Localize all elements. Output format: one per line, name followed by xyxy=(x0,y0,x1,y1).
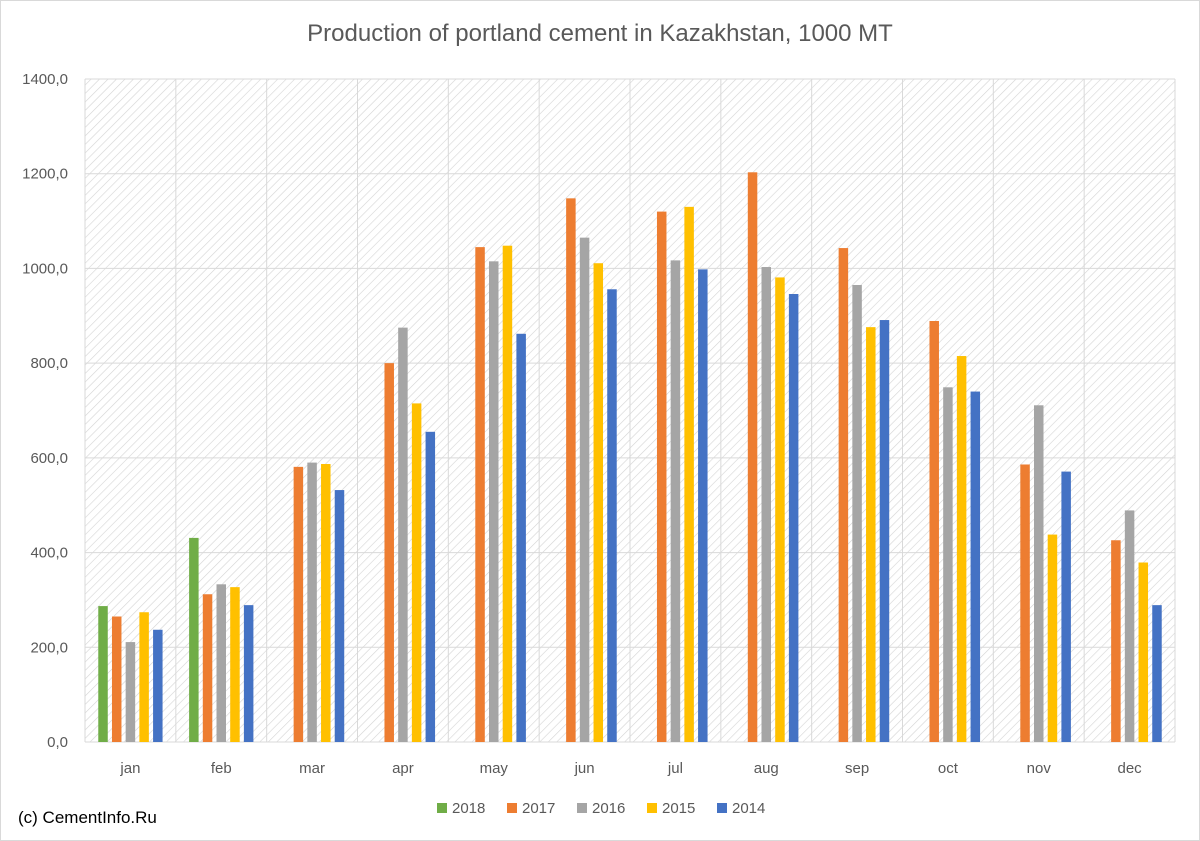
y-tick-label: 600,0 xyxy=(30,450,68,467)
bar-2017-apr xyxy=(384,363,394,742)
legend-label: 2015 xyxy=(662,800,695,817)
bar-2017-dec xyxy=(1111,540,1121,742)
x-tick-label: nov xyxy=(1027,760,1052,777)
x-tick-label: oct xyxy=(938,760,959,777)
bar-2017-aug xyxy=(747,172,758,742)
y-tick-label: 1000,0 xyxy=(22,260,68,277)
bar-2015-apr xyxy=(411,403,422,742)
bar-2016-jun xyxy=(579,237,590,742)
bar-2016-dec xyxy=(1124,510,1135,742)
x-tick-label: sep xyxy=(845,760,869,777)
bar-2017-may xyxy=(475,247,485,742)
legend-swatch-2015 xyxy=(647,803,657,813)
bar-2014-dec xyxy=(1152,605,1162,742)
bar-2014-sep xyxy=(879,320,890,742)
bar-2018-jan xyxy=(98,606,108,742)
bar-2015-nov xyxy=(1047,534,1058,742)
y-axis-ticks: 0,0 200,0 400,0 600,0 800,0 1000,0 1200,0 1400,… xyxy=(22,71,68,751)
credit-text: (c) CementInfo.Ru xyxy=(18,808,157,827)
legend-label: 2017 xyxy=(522,800,555,817)
bar-2016-jul xyxy=(670,260,681,742)
legend-swatch-2016 xyxy=(577,803,587,813)
bar-2017-feb xyxy=(202,594,213,742)
y-tick-label: 200,0 xyxy=(30,639,68,656)
bar-2016-aug xyxy=(761,267,771,742)
x-tick-label: jul xyxy=(667,760,683,777)
bar-2016-sep xyxy=(852,285,862,742)
bar-2016-mar xyxy=(307,462,317,742)
x-tick-label: feb xyxy=(211,760,232,777)
legend-label: 2014 xyxy=(732,800,765,817)
bar-2017-jul xyxy=(656,211,667,743)
bar-2015-jun xyxy=(593,263,604,742)
bar-2014-nov xyxy=(1061,471,1071,742)
x-tick-label: aug xyxy=(754,760,779,777)
legend-swatch-2014 xyxy=(717,803,727,813)
y-tick-label: 400,0 xyxy=(30,545,68,562)
x-tick-label: mar xyxy=(299,760,325,777)
bar-2015-mar xyxy=(321,464,331,742)
y-tick-label: 800,0 xyxy=(30,355,68,372)
bar-2017-sep xyxy=(838,248,849,742)
y-tick-label: 1400,0 xyxy=(22,71,68,88)
bar-2015-feb xyxy=(230,587,240,742)
chart-title: Production of portland cement in Kazakhs… xyxy=(307,20,893,47)
bars xyxy=(98,172,1162,743)
x-tick-label: dec xyxy=(1117,760,1142,777)
x-axis-ticks: jan feb mar apr may jun jul aug sep oct nov dec xyxy=(119,760,1142,777)
bar-2015-jul xyxy=(684,206,694,743)
bar-2015-sep xyxy=(866,327,876,742)
bar-2014-feb xyxy=(243,605,254,742)
bar-2016-jan xyxy=(125,642,136,742)
bar-2016-may xyxy=(489,261,499,742)
bar-2017-nov xyxy=(1020,464,1030,742)
x-tick-label: may xyxy=(480,760,509,777)
y-tick-label: 0,0 xyxy=(47,734,68,751)
legend-swatch-2018 xyxy=(437,803,447,813)
bar-2017-oct xyxy=(929,320,939,742)
x-tick-label: jun xyxy=(574,760,595,777)
bar-2016-nov xyxy=(1034,405,1044,742)
y-tick-label: 1200,0 xyxy=(22,166,68,183)
bar-2014-jun xyxy=(607,289,617,742)
bar-2015-oct xyxy=(956,356,967,742)
bar-2014-may xyxy=(516,333,526,742)
legend-swatch-2017 xyxy=(507,803,517,813)
bar-2017-jun xyxy=(566,198,576,743)
bar-2015-dec xyxy=(1138,562,1149,742)
legend: 2018 2017 2016 2015 2014 xyxy=(437,800,765,817)
bar-2015-may xyxy=(502,245,513,742)
bar-2014-jul xyxy=(698,269,708,742)
bar-2014-oct xyxy=(970,391,981,742)
bar-2014-apr xyxy=(425,431,436,742)
bar-2014-mar xyxy=(334,490,345,742)
bar-2017-jan xyxy=(111,616,122,742)
grid-lines xyxy=(84,78,1176,743)
bar-2016-apr xyxy=(398,327,408,742)
x-tick-label: jan xyxy=(119,760,140,777)
bar-2018-feb xyxy=(189,537,199,742)
bar-2016-oct xyxy=(943,387,953,742)
bar-2016-feb xyxy=(216,584,226,742)
bar-2014-jan xyxy=(153,629,163,742)
legend-label: 2018 xyxy=(452,800,485,817)
bar-2014-aug xyxy=(788,294,799,742)
x-tick-label: apr xyxy=(392,760,414,777)
legend-label: 2016 xyxy=(592,800,625,817)
bar-2015-aug xyxy=(775,277,785,742)
bar-2017-mar xyxy=(293,466,304,742)
bar-2015-jan xyxy=(139,612,149,742)
